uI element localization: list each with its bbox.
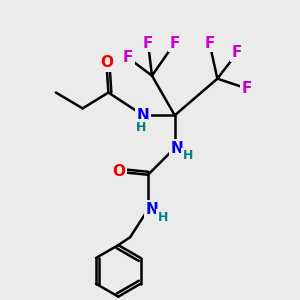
Text: H: H	[158, 211, 168, 224]
Text: H: H	[182, 149, 193, 162]
Text: F: F	[242, 81, 252, 96]
Text: O: O	[112, 164, 125, 179]
Text: H: H	[136, 121, 146, 134]
Text: N: N	[137, 108, 149, 123]
Text: F: F	[232, 45, 242, 60]
Text: O: O	[100, 55, 113, 70]
Text: F: F	[204, 35, 214, 50]
Text: F: F	[169, 35, 180, 50]
Text: N: N	[170, 140, 183, 155]
Text: F: F	[123, 50, 134, 65]
Text: F: F	[143, 35, 153, 50]
Text: N: N	[146, 202, 158, 217]
